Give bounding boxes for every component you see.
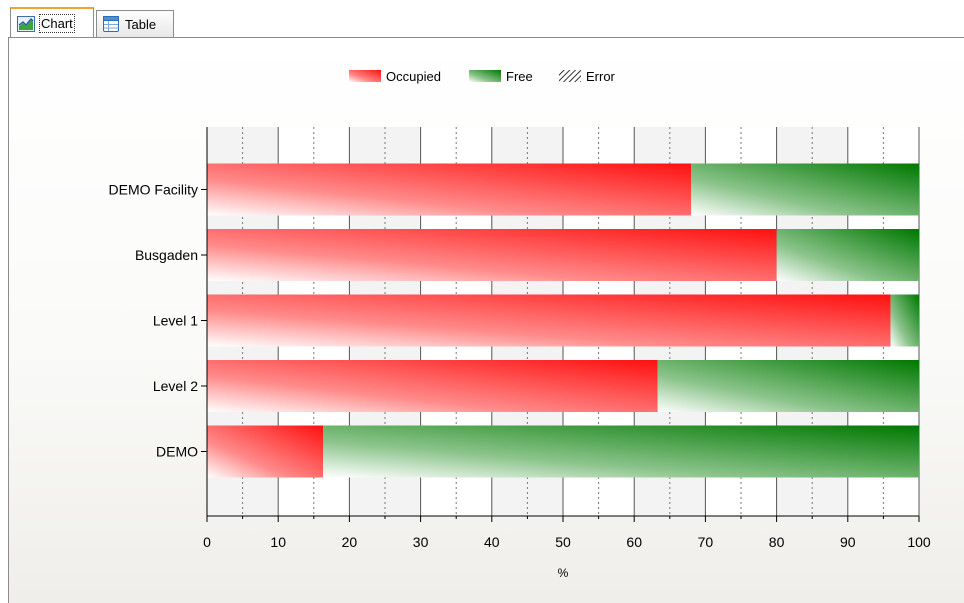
y-tick-label: Level 2 [153, 378, 198, 394]
bar-free-busgaden [776, 229, 919, 281]
y-tick-label: DEMO Facility [109, 182, 198, 198]
y-tick-label: DEMO [156, 444, 198, 460]
x-tick-label: 20 [342, 534, 358, 550]
tab-table[interactable]: Table [96, 10, 174, 37]
tab-strip: Chart Table [0, 0, 964, 38]
table-icon [103, 16, 119, 32]
chart-icon [17, 15, 35, 32]
x-tick-label: 80 [769, 534, 785, 550]
x-axis-title: % [558, 566, 569, 580]
bar-occupied-demo-facility [207, 163, 692, 216]
bar-occupied-level-1 [207, 294, 891, 347]
x-tick-label: 40 [484, 534, 500, 550]
tab-chart[interactable]: Chart [10, 7, 94, 38]
bar-occupied-busgaden [207, 229, 777, 281]
tab-strip-divider [8, 37, 964, 38]
legend-swatch-free [469, 70, 501, 82]
tab-table-label: Table [125, 16, 157, 32]
bars [207, 163, 919, 478]
tab-chart-label: Chart [39, 14, 75, 33]
x-tick-label: 60 [626, 534, 642, 550]
legend: Occupied Free Error [349, 69, 616, 84]
bar-free-level-1 [890, 294, 919, 347]
bar-free-level-2 [657, 360, 919, 412]
x-tick-label: 90 [840, 534, 856, 550]
axes: DEMO Facility Busgaden Level 1 Level 2 DEMO 0… [109, 127, 931, 580]
bar-occupied-demo [207, 425, 324, 478]
legend-swatch-occupied [349, 70, 381, 82]
bar-free-demo [323, 425, 919, 478]
y-tick-label: Level 1 [153, 313, 198, 329]
x-tick-label: 70 [698, 534, 714, 550]
x-tick-label: 30 [413, 534, 429, 550]
legend-label-free: Free [506, 69, 533, 84]
bar-occupied-level-2 [207, 360, 658, 412]
x-tick-label: 100 [907, 534, 931, 550]
x-tick-label: 0 [203, 534, 211, 550]
x-tick-label: 50 [555, 534, 571, 550]
bar-free-demo-facility [691, 163, 919, 216]
legend-label-occupied: Occupied [386, 69, 441, 84]
y-tick-label: Busgaden [135, 247, 198, 263]
x-tick-label: 10 [270, 534, 286, 550]
legend-swatch-error [559, 70, 581, 82]
legend-label-error: Error [586, 69, 616, 84]
